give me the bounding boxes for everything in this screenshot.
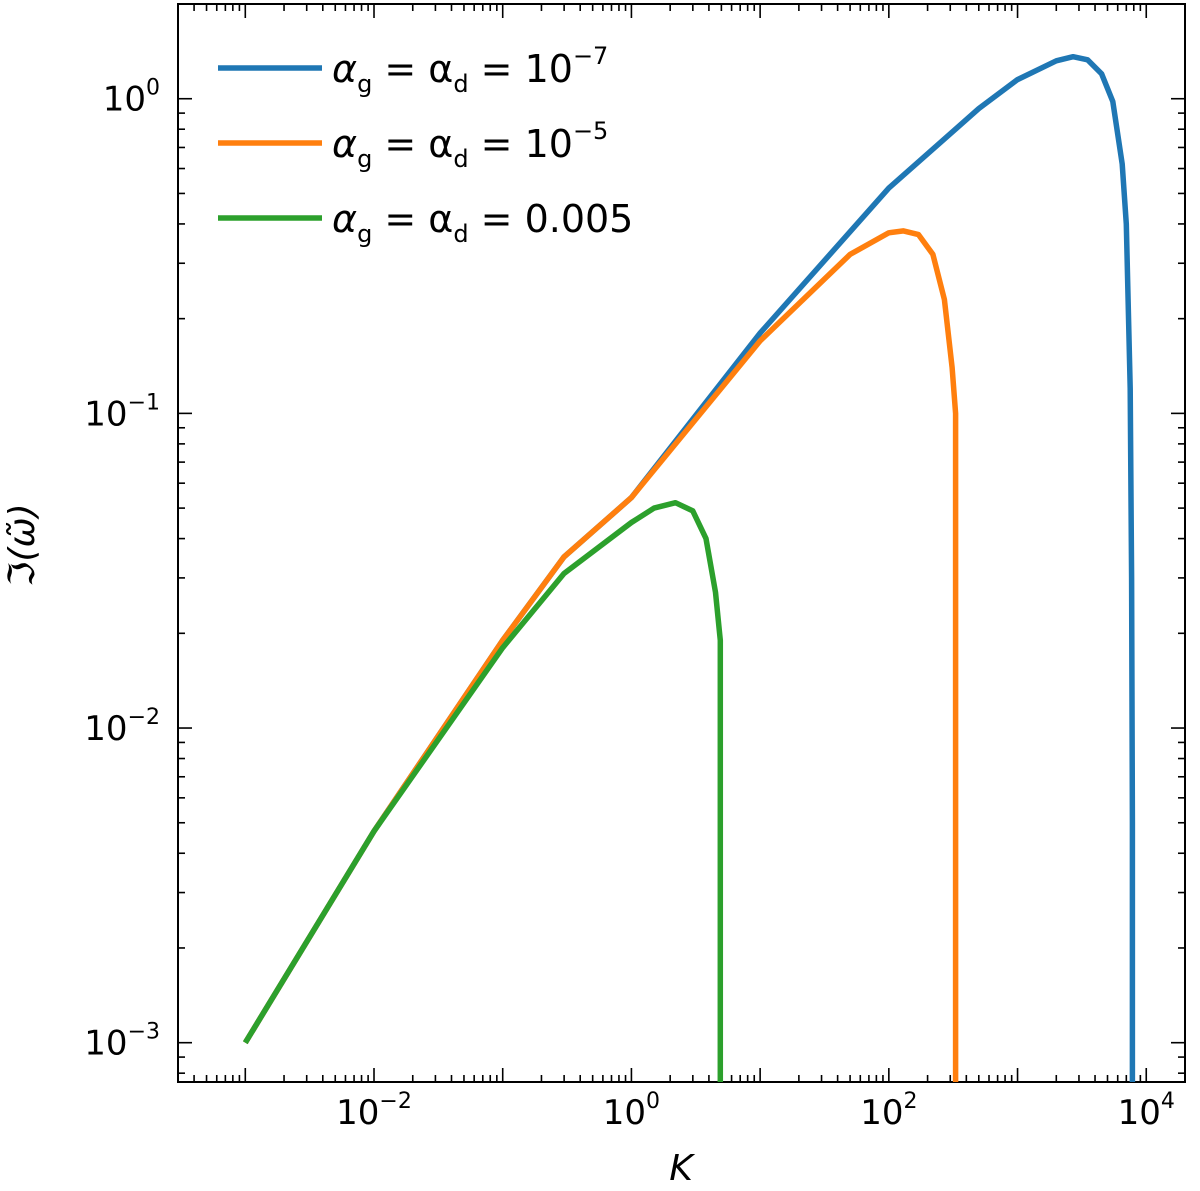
- legend-label-2: αg = αd = 10−5: [332, 117, 608, 173]
- legend-exponent: −7: [573, 42, 608, 70]
- legend-equals-alpha: = α: [372, 122, 453, 166]
- y-tick-label: 100: [103, 76, 160, 120]
- x-tick-label: 104: [1118, 1089, 1175, 1133]
- y-tick-exponent: −2: [128, 705, 160, 730]
- legend-subscript: d: [453, 70, 468, 98]
- legend-subscript: d: [453, 145, 468, 173]
- x-axis-ticks: 10−2 100 102 104: [177, 4, 1186, 1133]
- legend-subscript: g: [357, 145, 372, 173]
- legend-subscript: g: [357, 220, 372, 248]
- y-tick-base: 10: [103, 80, 146, 120]
- legend-alpha: α: [332, 47, 357, 91]
- legend-label-3: αg = αd = 0.005: [332, 197, 633, 248]
- legend-equals-alpha: = α: [372, 47, 453, 91]
- y-tick-exponent: 0: [146, 76, 160, 101]
- series-line-3: [242, 499, 724, 1082]
- series-line-2: [242, 228, 959, 1082]
- legend-subscript: d: [453, 220, 468, 248]
- x-axis-title: K: [669, 1148, 695, 1189]
- x-tick-exponent: 0: [646, 1089, 660, 1114]
- legend-value: = 10: [469, 122, 573, 166]
- plot-frame: [177, 3, 1186, 1083]
- x-tick-exponent: −2: [379, 1089, 411, 1114]
- x-tick-label: 102: [860, 1089, 917, 1133]
- y-axis-title: ℑ(ω̃): [2, 503, 43, 586]
- y-tick-base: 10: [84, 1024, 127, 1064]
- y-tick-exponent: −3: [128, 1020, 160, 1045]
- legend-value: = 0.005: [469, 197, 634, 241]
- legend-exponent: −5: [573, 117, 608, 145]
- x-tick-label: 100: [603, 1089, 660, 1133]
- x-tick-base: 10: [336, 1093, 379, 1133]
- y-tick-label: 10−2: [84, 705, 160, 749]
- legend-alpha: α: [332, 197, 357, 241]
- y-tick-base: 10: [84, 394, 127, 434]
- y-tick-base: 10: [84, 709, 127, 749]
- legend: αg = αd = 10−7αg = αd = 10−5αg = αd = 0.…: [218, 42, 633, 248]
- x-tick-base: 10: [860, 1093, 903, 1133]
- y-tick-label: 10−1: [84, 390, 160, 434]
- y-tick-exponent: −1: [128, 390, 160, 415]
- x-tick-base: 10: [603, 1093, 646, 1133]
- x-tick-label: 10−2: [336, 1089, 412, 1133]
- x-tick-exponent: 4: [1161, 1089, 1175, 1114]
- series-lines: [242, 53, 1136, 1082]
- x-tick-exponent: 2: [903, 1089, 917, 1114]
- legend-value: = 10: [469, 47, 573, 91]
- y-tick-label: 10−3: [84, 1020, 160, 1064]
- legend-label-1: αg = αd = 10−7: [332, 42, 608, 98]
- legend-subscript: g: [357, 70, 372, 98]
- legend-equals-alpha: = α: [372, 197, 453, 241]
- x-tick-base: 10: [1118, 1093, 1161, 1133]
- legend-alpha: α: [332, 122, 357, 166]
